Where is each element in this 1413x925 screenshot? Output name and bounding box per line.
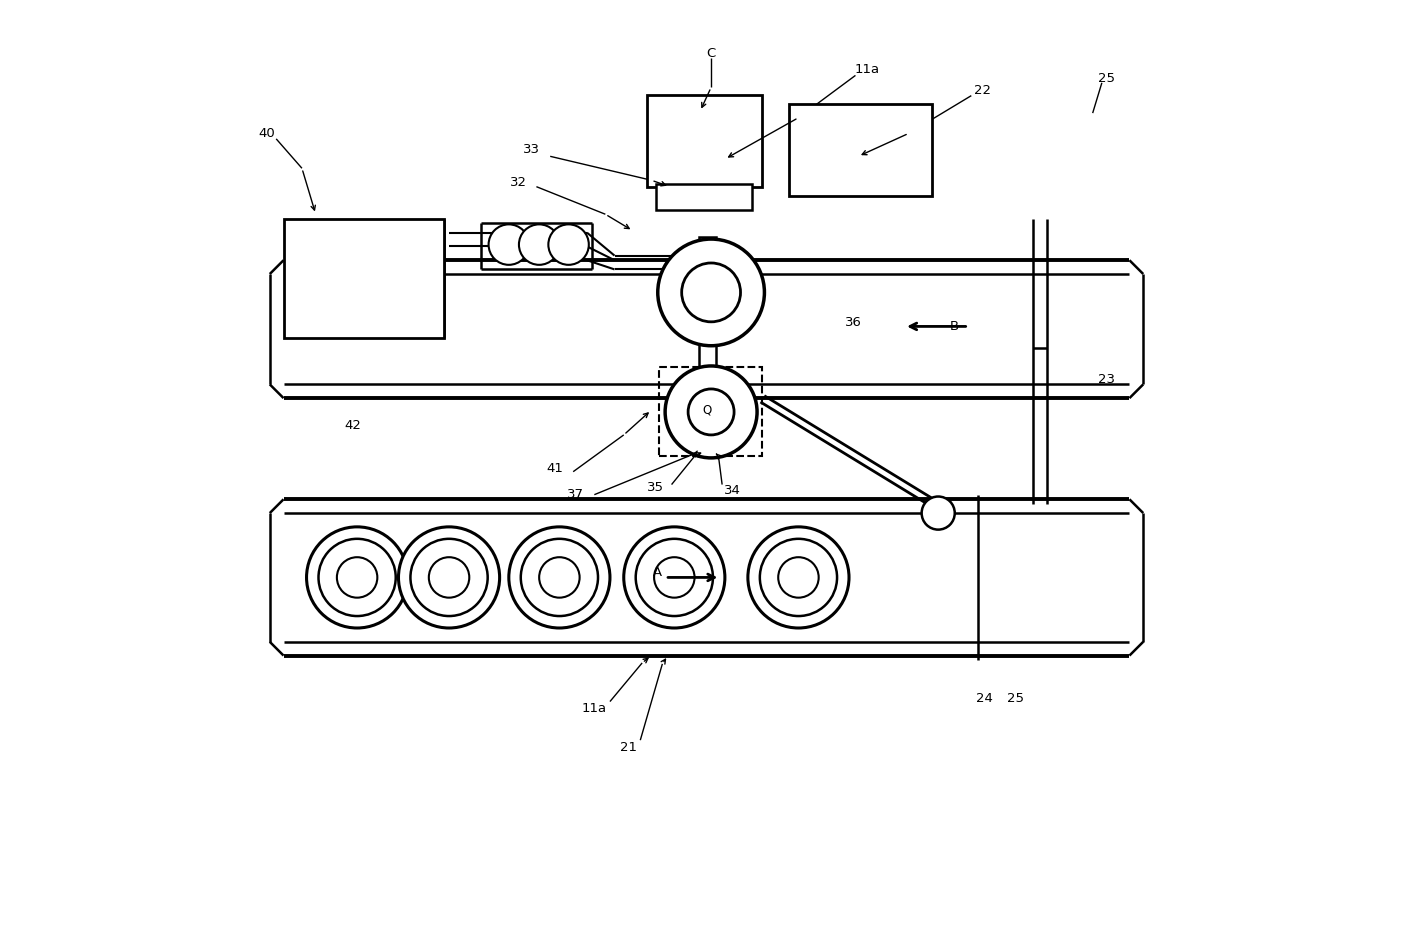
Text: 24: 24 — [976, 692, 992, 705]
Text: A: A — [653, 566, 663, 579]
Circle shape — [623, 527, 725, 628]
Bar — [656, 184, 753, 210]
Text: 34: 34 — [723, 484, 740, 497]
Text: 35: 35 — [647, 481, 664, 494]
Text: 11a: 11a — [582, 702, 608, 715]
Text: 33: 33 — [523, 143, 540, 156]
Text: 23: 23 — [1098, 374, 1115, 387]
Text: 22: 22 — [974, 83, 991, 96]
Text: C: C — [706, 47, 716, 60]
Circle shape — [307, 527, 408, 628]
Circle shape — [658, 239, 764, 346]
Text: 37: 37 — [568, 488, 585, 501]
Text: 11a: 11a — [855, 64, 880, 77]
Circle shape — [666, 366, 757, 458]
Text: B: B — [950, 320, 959, 333]
Bar — [790, 104, 931, 196]
Bar — [647, 94, 762, 187]
Circle shape — [428, 557, 469, 598]
Bar — [284, 219, 445, 339]
Circle shape — [688, 388, 735, 435]
Text: 25: 25 — [1098, 71, 1115, 85]
Circle shape — [519, 225, 560, 265]
Circle shape — [654, 557, 695, 598]
Circle shape — [489, 225, 528, 265]
Circle shape — [747, 527, 849, 628]
Circle shape — [779, 557, 818, 598]
Text: 25: 25 — [1007, 692, 1024, 705]
Circle shape — [336, 557, 377, 598]
Text: Q: Q — [702, 403, 712, 416]
Text: 21: 21 — [620, 741, 637, 754]
Circle shape — [410, 539, 487, 616]
Circle shape — [318, 539, 396, 616]
Text: 40: 40 — [259, 127, 276, 140]
Circle shape — [636, 539, 714, 616]
Circle shape — [921, 497, 955, 530]
Circle shape — [548, 225, 589, 265]
Text: 42: 42 — [345, 419, 360, 432]
Circle shape — [760, 539, 836, 616]
Circle shape — [681, 263, 740, 322]
Text: 36: 36 — [845, 316, 862, 329]
Bar — [658, 367, 762, 456]
Text: 32: 32 — [510, 176, 527, 189]
Circle shape — [521, 539, 598, 616]
Circle shape — [509, 527, 610, 628]
Circle shape — [540, 557, 579, 598]
Circle shape — [398, 527, 500, 628]
Bar — [699, 237, 716, 456]
Text: 41: 41 — [547, 462, 564, 475]
